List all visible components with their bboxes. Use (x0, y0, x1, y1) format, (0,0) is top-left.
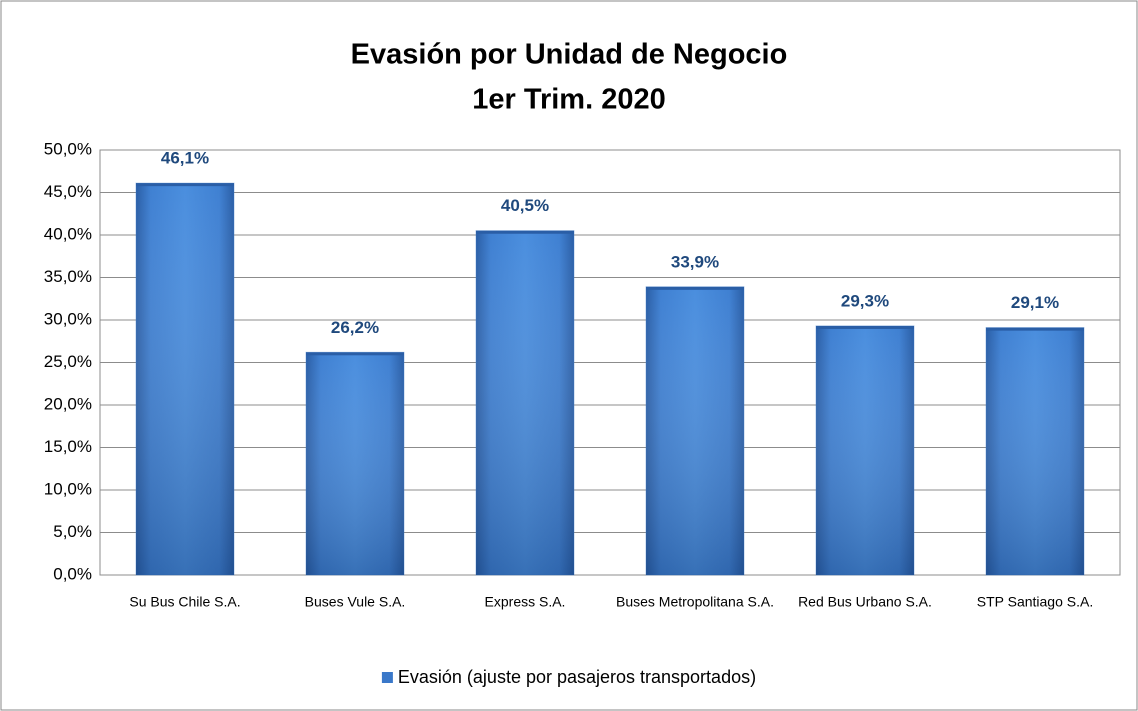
data-label: 26,2% (331, 318, 379, 337)
x-tick-label: STP Santiago S.A. (977, 594, 1093, 610)
y-tick-label: 30,0% (44, 309, 92, 328)
bar (135, 182, 235, 576)
bar (985, 327, 1085, 576)
bar-top (136, 183, 234, 187)
y-tick-label: 0,0% (53, 564, 92, 583)
y-tick-label: 40,0% (44, 224, 92, 243)
y-tick-label: 5,0% (53, 522, 92, 541)
x-tick-label: Red Bus Urbano S.A. (798, 594, 932, 610)
y-tick-label: 35,0% (44, 267, 92, 286)
y-tick-label: 25,0% (44, 352, 92, 371)
bar (475, 230, 575, 576)
y-tick-label: 20,0% (44, 394, 92, 413)
legend-swatch (381, 672, 393, 683)
data-label: 33,9% (671, 252, 719, 271)
bar-top (306, 352, 404, 356)
x-tick-label: Express S.A. (485, 594, 566, 610)
data-label: 46,1% (161, 149, 209, 168)
bar-top (476, 230, 574, 234)
y-tick-label: 50,0% (44, 139, 92, 158)
data-label: 29,1% (1011, 293, 1059, 312)
bar-top (646, 286, 744, 290)
y-tick-label: 45,0% (44, 182, 92, 201)
chart-title: Evasión por Unidad de Negocio (351, 39, 788, 71)
bar (645, 286, 745, 576)
chart-subtitle: 1er Trim. 2020 (472, 84, 665, 116)
x-tick-label: Buses Vule S.A. (305, 594, 406, 610)
legend-label: Evasión (ajuste por pasajeros transporta… (398, 667, 756, 687)
plot-border (99, 149, 1121, 576)
bar-top (986, 327, 1084, 331)
y-tick-label: 10,0% (44, 479, 92, 498)
bar (815, 325, 915, 576)
y-tick-label: 15,0% (44, 437, 92, 456)
bar-top (816, 325, 914, 329)
bar (305, 351, 405, 576)
data-label: 40,5% (501, 196, 549, 215)
x-tick-label: Buses Metropolitana S.A. (616, 594, 774, 610)
x-tick-label: Su Bus Chile S.A. (129, 594, 240, 610)
data-label: 29,3% (841, 291, 889, 310)
legend-item: Evasión (ajuste por pasajeros transporta… (381, 667, 756, 687)
